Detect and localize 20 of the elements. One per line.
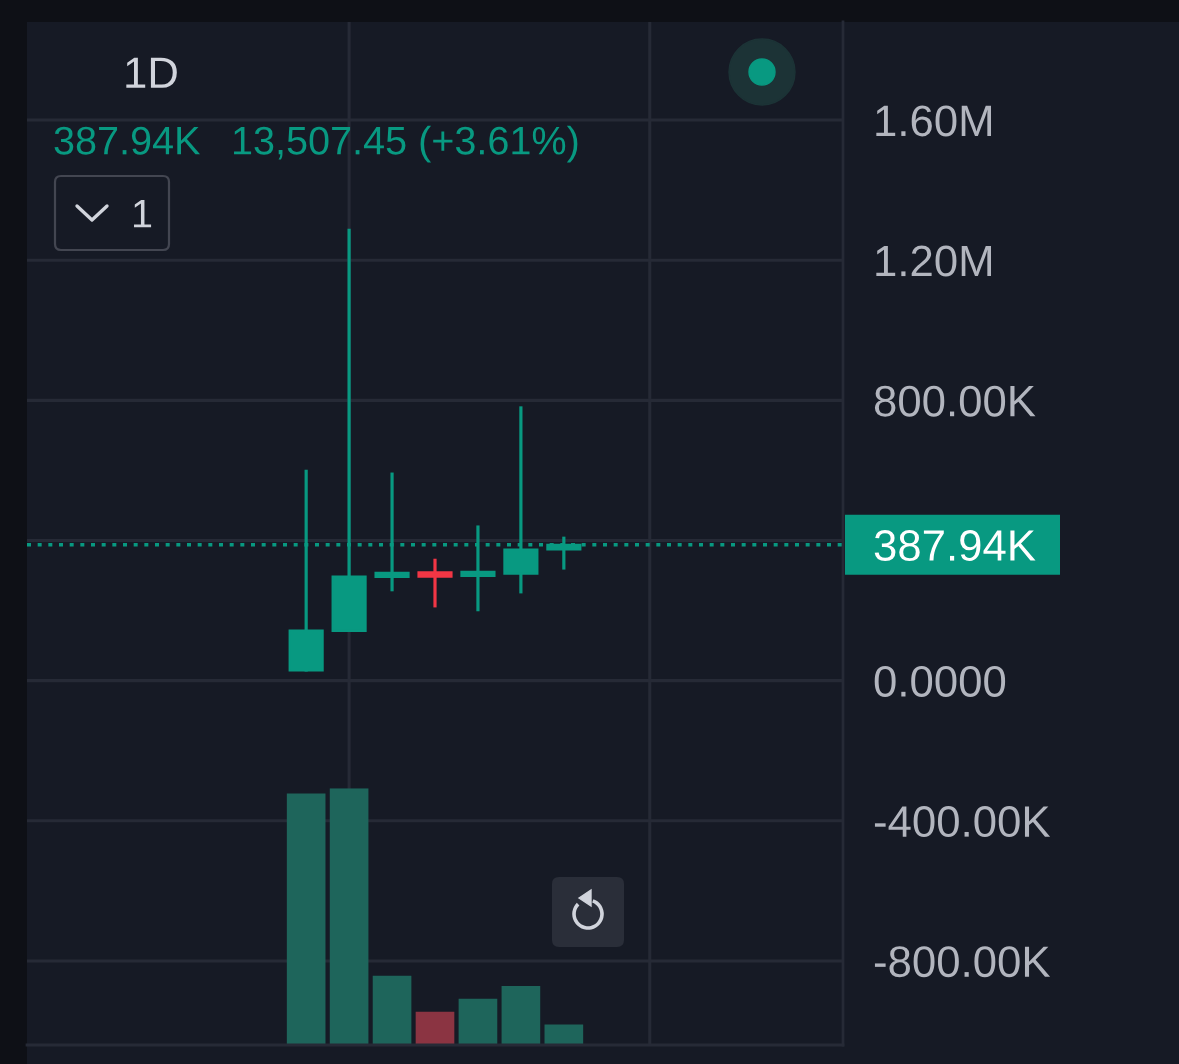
bar <box>286 793 326 1045</box>
bar <box>501 985 541 1045</box>
candlestick <box>374 472 410 592</box>
ref-line-label: 387.94K <box>874 530 1036 562</box>
y-tick-label: 1.20M <box>876 245 991 277</box>
y-tick-label: -400.00K <box>874 806 1051 838</box>
bar <box>372 975 412 1045</box>
candlestick <box>417 558 453 608</box>
bar <box>329 788 369 1045</box>
text: 1D <box>126 57 177 88</box>
annotation: 1 <box>134 200 152 228</box>
annotation: 387.94K <box>54 126 201 155</box>
bar <box>458 998 498 1045</box>
annotation: 13,507.45 (+3.61%) <box>234 125 578 163</box>
y-tick-label: 800.00K <box>874 385 1036 417</box>
y-tick-label: 0.0000 <box>874 665 1006 697</box>
y-tick-label: -800.00K <box>874 946 1051 978</box>
y-tick-label: 1.60M <box>876 105 991 137</box>
bar <box>544 1024 584 1045</box>
bar <box>415 1011 455 1045</box>
